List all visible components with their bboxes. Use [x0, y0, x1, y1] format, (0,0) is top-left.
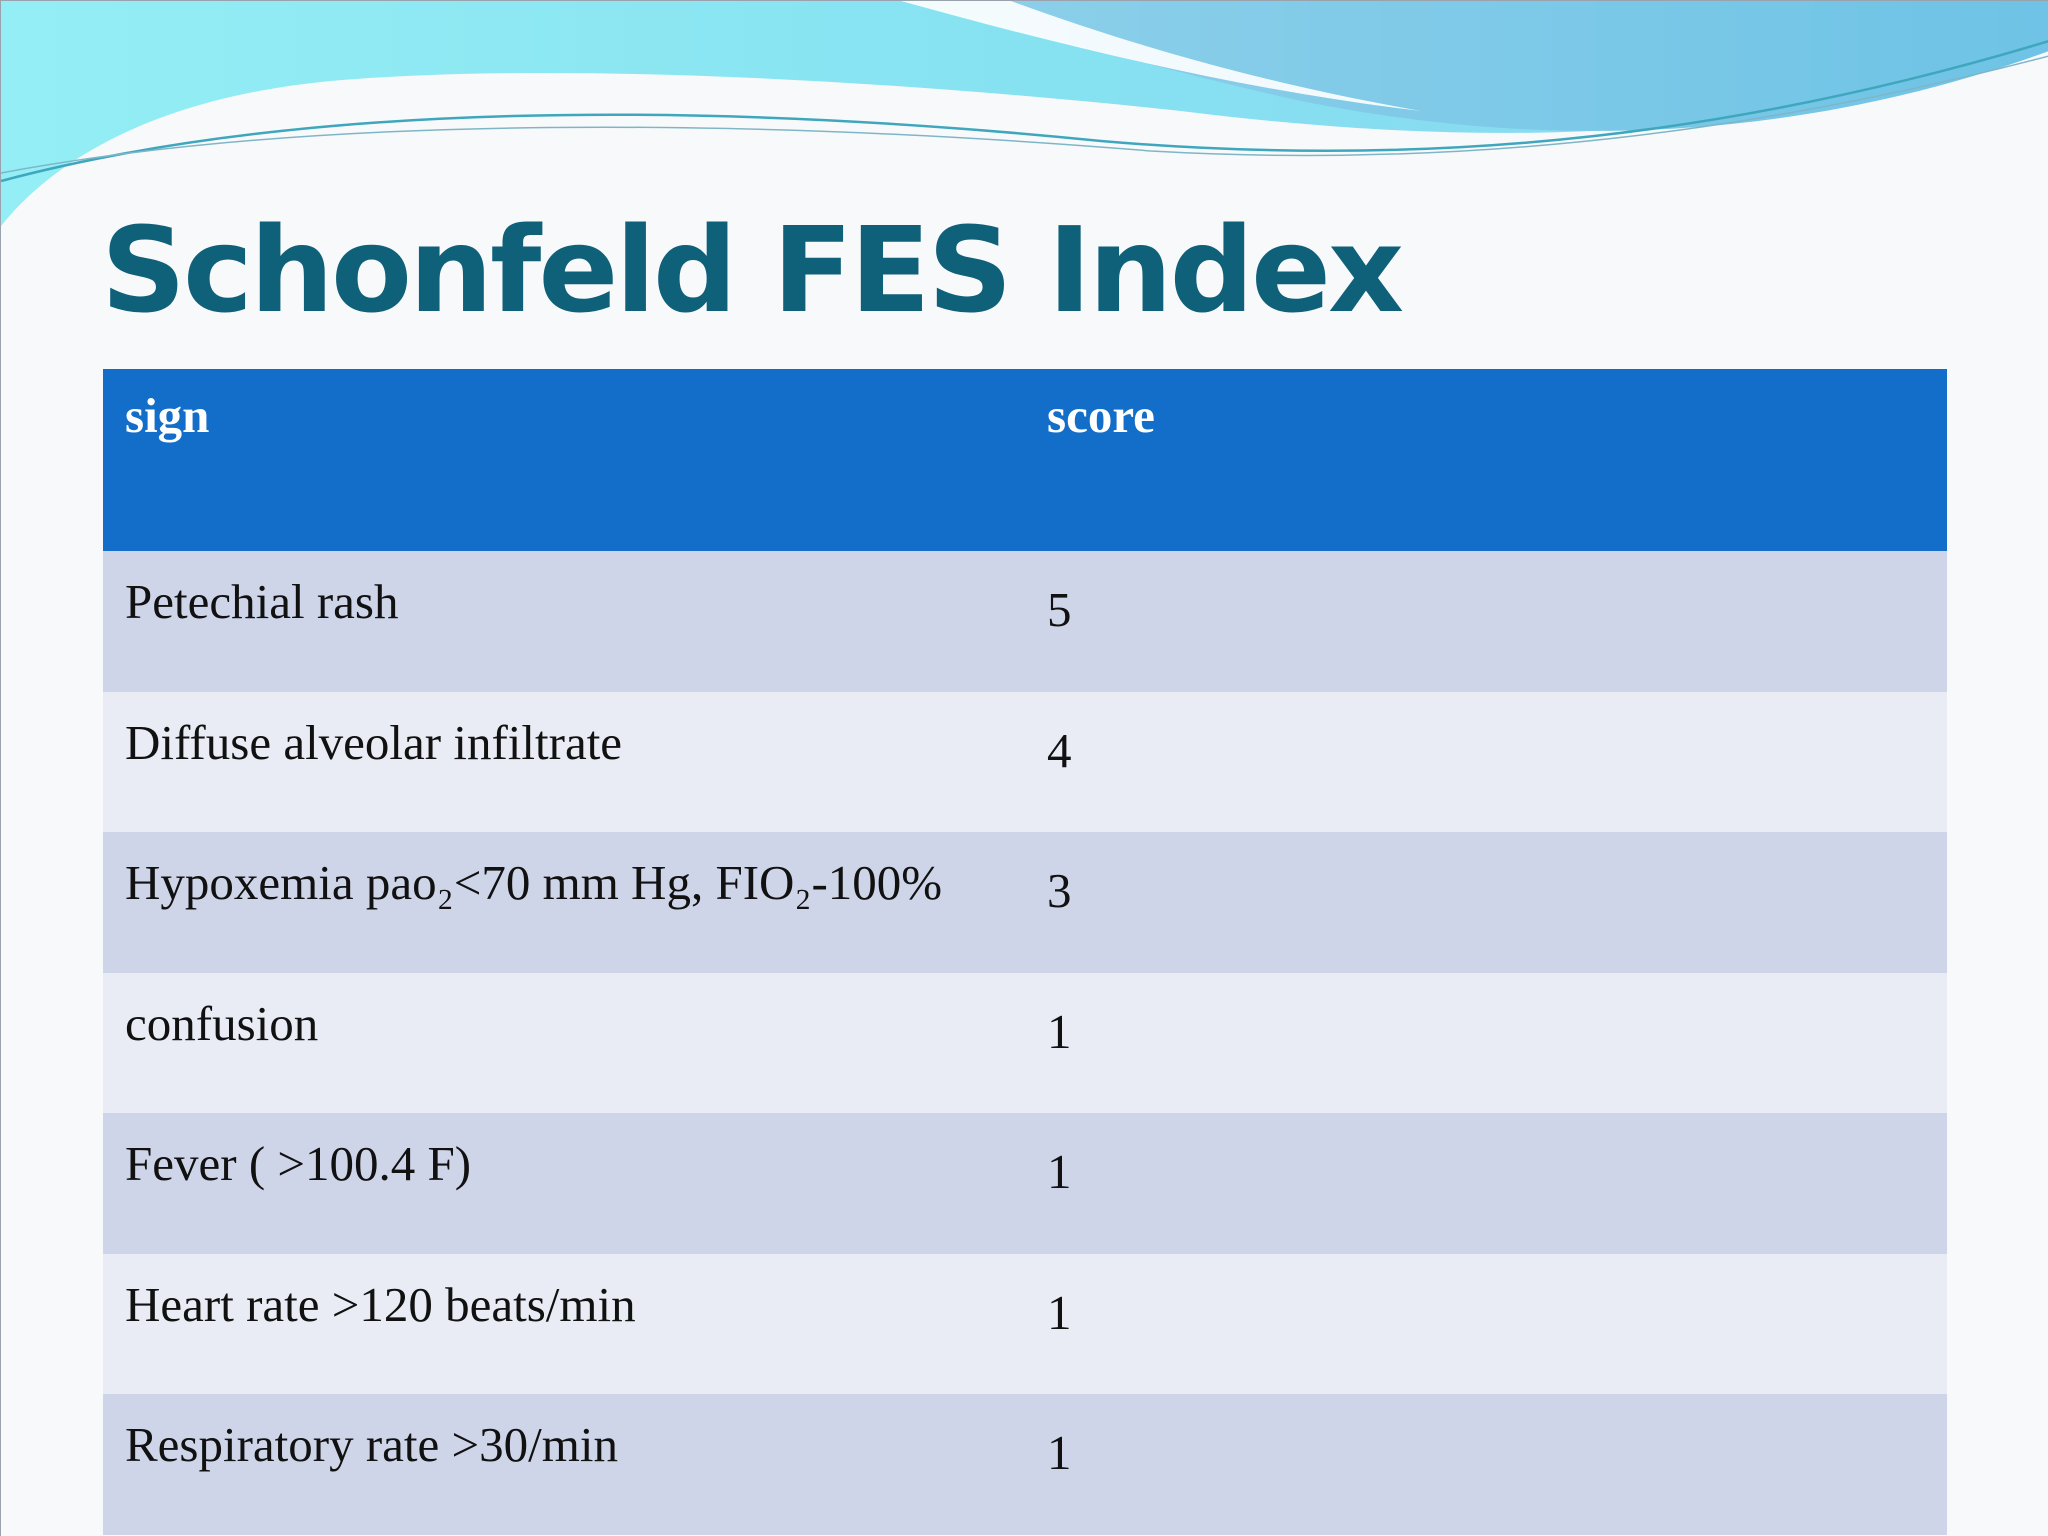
table-row: Respiratory rate >30/min 1 — [103, 1394, 1947, 1535]
score-cell: 1 — [1047, 1284, 1072, 1340]
table-row: confusion 1 — [103, 972, 1947, 1113]
score-cell: 4 — [1047, 722, 1072, 778]
column-header-score: score — [1047, 388, 1155, 443]
sign-cell: Heart rate >120 beats/min — [125, 1276, 636, 1332]
slide-title: Schonfeld FES Index — [101, 201, 1404, 339]
score-cell: 3 — [1047, 863, 1072, 918]
sign-cell: Respiratory rate >30/min — [125, 1417, 619, 1472]
table-row: Petechial rash 5 — [103, 551, 1947, 692]
score-cell: 1 — [1047, 1425, 1072, 1480]
sign-cell: confusion — [125, 995, 319, 1051]
sign-cell: Hypoxemia pao₂<70 mm Hg, FIO₂-100% — [125, 855, 943, 910]
header-wave-decoration — [1, 1, 2048, 226]
sign-cell: Diffuse alveolar infiltrate — [125, 714, 623, 770]
table-row: Heart rate >120 beats/min 1 — [103, 1253, 1947, 1394]
table-row: Diffuse alveolar infiltrate 4 — [103, 691, 1947, 832]
sign-cell: Petechial rash — [125, 574, 399, 629]
score-cell: 5 — [1047, 582, 1072, 637]
score-cell: 1 — [1047, 1003, 1072, 1059]
table-header-row: sign score — [103, 369, 1947, 551]
sign-cell: Fever ( >100.4 F) — [125, 1136, 472, 1191]
table-row: Hypoxemia pao₂<70 mm Hg, FIO₂-100% 3 — [103, 832, 1947, 973]
score-cell: 1 — [1047, 1144, 1072, 1199]
fes-score-table: sign score Petechial rash 5 Diffuse alve… — [103, 369, 1947, 1535]
column-header-sign: sign — [125, 388, 210, 443]
table-row: Fever ( >100.4 F) 1 — [103, 1113, 1947, 1254]
